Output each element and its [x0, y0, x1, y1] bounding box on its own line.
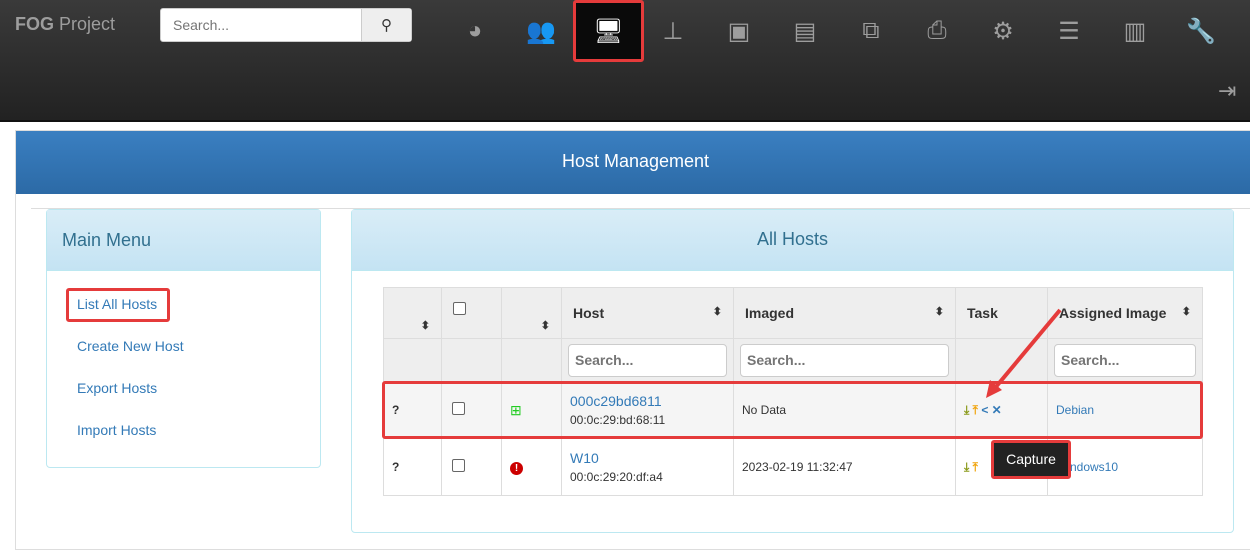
host-link[interactable]: 000c29bd6811 [570, 393, 662, 409]
services-icon: ⚙ [992, 17, 1014, 45]
nav-reports[interactable]: ▥ [1102, 0, 1168, 62]
deploy-icon[interactable]: ⤓ [964, 402, 970, 417]
reports-icon: ▥ [1123, 17, 1147, 45]
settings-icon: 🔧 [1186, 17, 1216, 45]
image-search-input[interactable] [1054, 343, 1196, 377]
main-menu-title: Main Menu [47, 210, 320, 271]
menu-export-hosts[interactable]: Export Hosts [77, 380, 158, 396]
mac-address: 00:0c:29:bd:68:11 [570, 413, 666, 427]
host-link[interactable]: W10 [570, 450, 599, 466]
all-hosts-title: All Hosts [352, 210, 1233, 271]
menu-list-all-hosts[interactable]: List All Hosts [77, 296, 158, 312]
divider [31, 208, 1250, 209]
snapins-icon: ⧉ [862, 17, 880, 44]
deploy-icon[interactable]: ⤓ [964, 459, 970, 474]
tasks-icon: ☰ [1058, 17, 1080, 45]
nav-hosts[interactable]: 🖥 [573, 0, 644, 62]
nav-images[interactable]: ▣ [706, 0, 772, 62]
table-row: ? ! W10 00:0c:29:20:df:a4 2023-02-19 11:3… [383, 438, 1203, 496]
global-search: ⚲ [160, 8, 412, 42]
nav-storage[interactable]: ▤ [772, 0, 838, 62]
windows-icon: ⊞ [510, 401, 522, 418]
capture-tooltip: Capture [991, 440, 1071, 479]
col-host[interactable]: Host ⬍ [561, 287, 734, 339]
select-all-header [441, 287, 502, 339]
dashboard-icon: ◕ [467, 17, 483, 44]
hosts-table: ⬍ ⬍ Host⬍ Imaged⬍ Task Assigned Image⬍ ?… [383, 287, 1203, 496]
top-navbar: FOG Project ⚲ ◕ 👥 🖥 ⊥ ▣ ▤ ⧉ ⎙ ⚙ ☰ ▥ 🔧 ⇥ [0, 0, 1250, 122]
brand-logo[interactable]: FOG Project [15, 14, 116, 34]
share-icon[interactable]: < [981, 402, 989, 417]
capture-icon[interactable]: ⤒ [972, 402, 978, 417]
assigned-image-link[interactable]: Windows10 [1056, 460, 1119, 474]
images-icon: ▣ [727, 17, 751, 45]
col-task: Task [955, 287, 1048, 339]
nav-groups[interactable]: ⊥ [640, 0, 706, 62]
nav-settings[interactable]: 🔧 [1168, 0, 1234, 62]
search-icon: ⚲ [381, 17, 392, 34]
nav-tasks[interactable]: ☰ [1036, 0, 1102, 62]
imaged-cell: No Data [733, 381, 956, 439]
status-cell: ? [383, 438, 442, 496]
table-row: ? ⊞ 000c29bd6811 00:0c:29:bd:68:11 No Dat… [383, 381, 1203, 439]
groups-icon: ⊥ [662, 17, 684, 45]
storage-icon: ▤ [793, 17, 817, 45]
search-input[interactable] [161, 9, 361, 41]
capture-icon[interactable]: ⤒ [972, 459, 978, 474]
row-checkbox[interactable] [452, 402, 465, 415]
host-search-input[interactable] [568, 343, 727, 377]
hosts-icon: 🖥 [593, 17, 624, 45]
row-checkbox[interactable] [452, 459, 465, 472]
page-title: Host Management [16, 131, 1250, 194]
assigned-image-link[interactable]: Debian [1056, 403, 1095, 417]
nav-snapins[interactable]: ⧉ [838, 0, 904, 62]
sort-status[interactable]: ⬍ [383, 287, 442, 339]
main-menu-panel: Main Menu List All Hosts Create New Host… [46, 209, 321, 468]
mac-address: 00:0c:29:20:df:a4 [570, 470, 663, 484]
all-hosts-panel: All Hosts ⬍ ⬍ Host ⬍ Imaged ⬍ Task Assigne… [351, 209, 1234, 533]
nav-printers[interactable]: ⎙ [904, 0, 970, 62]
printers-icon: ⎙ [927, 17, 947, 44]
nav-users[interactable]: 👥 [508, 0, 574, 62]
status-cell: ? [383, 381, 442, 439]
search-button[interactable]: ⚲ [361, 9, 411, 41]
nav-dashboard[interactable]: ◕ [442, 0, 508, 62]
expand-icon[interactable]: ✕ [991, 402, 1002, 417]
logout-icon[interactable]: ⇥ [1218, 78, 1237, 103]
error-icon: ! [510, 461, 523, 475]
nav-services[interactable]: ⚙ [970, 0, 1036, 62]
users-icon: 👥 [526, 17, 556, 45]
sort-os[interactable]: ⬍ [501, 287, 562, 339]
main-container: Host Management [15, 130, 1250, 550]
col-imaged[interactable]: Imaged ⬍ [733, 287, 956, 339]
select-all-checkbox[interactable] [453, 302, 466, 315]
menu-import-hosts[interactable]: Import Hosts [77, 422, 157, 438]
col-assigned-image[interactable]: Assigned Image ⬍ [1047, 287, 1203, 339]
imaged-search-input[interactable] [740, 343, 949, 377]
menu-create-new-host[interactable]: Create New Host [77, 338, 184, 354]
